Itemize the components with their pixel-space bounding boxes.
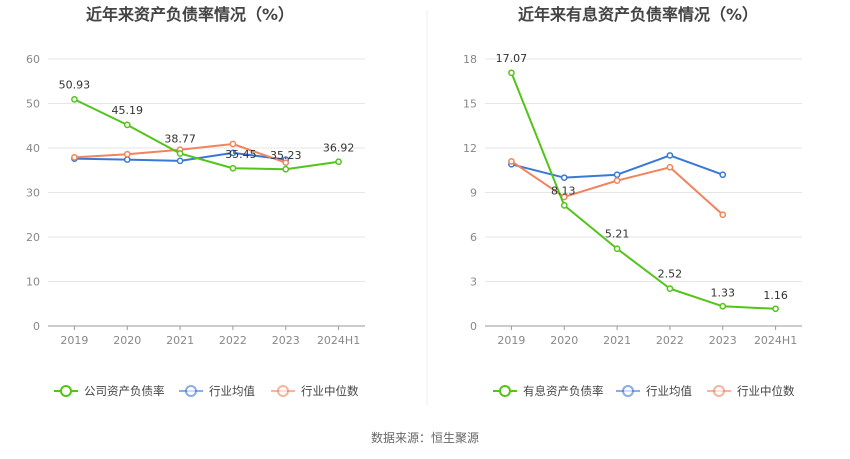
data-label: 8.13 [551, 184, 576, 197]
data-point [560, 174, 568, 182]
data-point [719, 171, 727, 179]
legend-item-company[interactable]: 有息资产负债率 [493, 384, 604, 398]
legend-label: 行业中位数 [737, 384, 795, 398]
y-tick-label: 3 [470, 276, 477, 289]
x-tick-label: 2024H1 [754, 334, 797, 347]
data-label: 36.92 [323, 142, 355, 155]
legend-marker [622, 385, 634, 397]
debt-ratio-chart: 近年来资产负债率情况（%） 0 10 20 30 40 50 60 2019 2020 2021 2… [26, 5, 365, 398]
series-line-company [73, 98, 339, 171]
x-tick-label: 2020 [550, 334, 578, 347]
y-tick-label: 20 [26, 231, 40, 244]
data-point [176, 150, 184, 157]
chart-title: 近年来资产负债率情况（%） [86, 5, 294, 24]
interest-bearing-debt-ratio-chart: 近年来有息资产负债率情况（%） 0 3 6 9 12 15 18 2019 2020 2021 20… [463, 5, 802, 398]
data-label: 38.77 [164, 132, 196, 145]
data-point [176, 157, 184, 165]
y-tick-label: 50 [26, 98, 40, 111]
legend-label: 行业均值 [646, 384, 692, 398]
data-point [666, 163, 674, 171]
data-label: 1.16 [763, 289, 788, 302]
legend-marker [185, 385, 197, 397]
data-point [71, 153, 78, 161]
data-point [282, 159, 290, 167]
x-tick-label: 2021 [166, 334, 194, 347]
data-point [613, 245, 621, 253]
chart-title: 近年来有息资产负债率情况（%） [518, 5, 758, 24]
legend-label: 行业均值 [209, 384, 255, 398]
y-tick-label: 12 [463, 142, 477, 155]
series-line-industry_median [510, 160, 724, 216]
y-tick-label: 10 [26, 276, 40, 289]
legend-item-industry_median[interactable]: 行业中位数 [707, 384, 795, 398]
data-point [719, 302, 727, 310]
data-point [282, 165, 290, 173]
data-label: 35.23 [270, 149, 302, 162]
data-label: 5.21 [605, 228, 630, 241]
legend-item-industry_median[interactable]: 行业中位数 [271, 384, 359, 398]
x-tick-label: 2019 [60, 334, 88, 347]
x-tick-label: 2021 [603, 334, 631, 347]
legend-marker [60, 385, 72, 397]
data-label: 45.19 [112, 104, 144, 117]
legend-item-industry_avg[interactable]: 行业均值 [179, 384, 255, 398]
x-tick-label: 2023 [709, 334, 737, 347]
data-point [229, 140, 237, 148]
data-label: 50.93 [59, 78, 91, 91]
data-source: 数据来源：恒生聚源 [371, 430, 479, 445]
data-label: 1.33 [711, 286, 736, 299]
data-point [613, 177, 621, 184]
y-tick-label: 30 [26, 187, 40, 200]
data-point [123, 121, 131, 129]
data-point [613, 171, 621, 179]
legend-label: 公司资产负债率 [84, 384, 165, 398]
legend-marker [713, 385, 725, 397]
data-label: 17.07 [496, 52, 528, 65]
data-label: 35.45 [225, 148, 257, 161]
y-tick-label: 40 [26, 142, 40, 155]
y-tick-label: 6 [470, 231, 477, 244]
legend-label: 行业中位数 [301, 384, 359, 398]
data-point [123, 156, 131, 163]
data-point [508, 69, 515, 77]
y-tick-label: 60 [26, 53, 40, 66]
data-point [71, 96, 78, 103]
series-line-company [510, 72, 776, 310]
y-tick-label: 9 [470, 187, 477, 200]
x-tick-label: 2022 [656, 334, 684, 347]
legend-marker [499, 385, 511, 397]
data-point [666, 152, 674, 159]
x-tick-label: 2020 [113, 334, 141, 347]
x-tick-label: 2019 [497, 334, 525, 347]
data-point [666, 285, 674, 292]
data-point [772, 305, 779, 313]
y-tick-label: 0 [470, 320, 477, 333]
legend-label: 有息资产负债率 [523, 384, 604, 398]
x-tick-label: 2022 [219, 334, 247, 347]
x-tick-label: 2023 [272, 334, 300, 347]
legend-item-company[interactable]: 公司资产负债率 [54, 384, 165, 398]
y-tick-label: 18 [463, 53, 477, 66]
legend-item-industry_avg[interactable]: 行业均值 [616, 384, 692, 398]
legend-marker [277, 385, 289, 397]
data-point [335, 158, 342, 166]
data-point [508, 158, 515, 165]
data-point [123, 150, 131, 158]
data-point [229, 164, 237, 172]
data-point [719, 211, 727, 219]
y-tick-label: 15 [463, 98, 477, 111]
x-tick-label: 2024H1 [317, 334, 360, 347]
y-tick-label: 0 [33, 320, 40, 333]
data-point [229, 149, 237, 157]
data-point [560, 202, 568, 209]
data-label: 2.52 [658, 268, 683, 281]
